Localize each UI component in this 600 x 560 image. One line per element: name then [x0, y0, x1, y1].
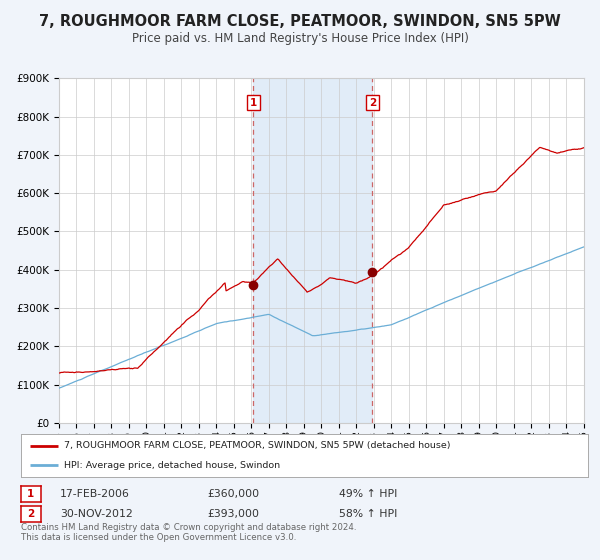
Text: £360,000: £360,000: [207, 489, 259, 499]
Text: 7, ROUGHMOOR FARM CLOSE, PEATMOOR, SWINDON, SN5 5PW (detached house): 7, ROUGHMOOR FARM CLOSE, PEATMOOR, SWIND…: [64, 441, 450, 450]
Text: 49% ↑ HPI: 49% ↑ HPI: [339, 489, 397, 499]
Text: 17-FEB-2006: 17-FEB-2006: [60, 489, 130, 499]
Text: £393,000: £393,000: [207, 509, 259, 519]
Text: Contains HM Land Registry data © Crown copyright and database right 2024.: Contains HM Land Registry data © Crown c…: [21, 523, 356, 532]
Text: 2: 2: [369, 97, 376, 108]
Text: 1: 1: [27, 489, 35, 499]
Text: 1: 1: [250, 97, 257, 108]
Text: 7, ROUGHMOOR FARM CLOSE, PEATMOOR, SWINDON, SN5 5PW: 7, ROUGHMOOR FARM CLOSE, PEATMOOR, SWIND…: [39, 14, 561, 29]
Text: 2: 2: [27, 509, 35, 519]
Bar: [253, 78, 373, 423]
Text: This data is licensed under the Open Government Licence v3.0.: This data is licensed under the Open Gov…: [21, 533, 296, 542]
Text: 58% ↑ HPI: 58% ↑ HPI: [339, 509, 397, 519]
Text: Price paid vs. HM Land Registry's House Price Index (HPI): Price paid vs. HM Land Registry's House …: [131, 32, 469, 45]
Text: HPI: Average price, detached house, Swindon: HPI: Average price, detached house, Swin…: [64, 461, 280, 470]
Text: 30-NOV-2012: 30-NOV-2012: [60, 509, 133, 519]
